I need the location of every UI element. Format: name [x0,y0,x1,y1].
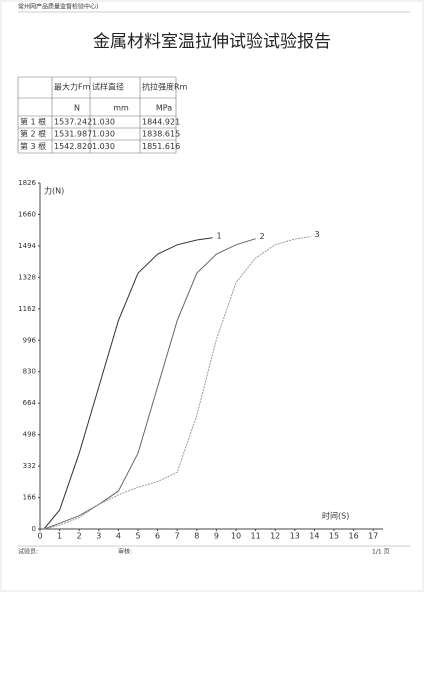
y-tick-label: 1826 [18,179,36,187]
y-tick-label: 1660 [18,210,36,218]
column-unit: mm [113,104,129,113]
y-tick-label: 1328 [18,273,36,281]
table-cell: 1851.616 [142,142,180,151]
x-tick-label: 4 [116,532,121,541]
column-unit: N [74,104,80,113]
table-cell: 1838.615 [142,130,180,139]
tester: 试验员: [18,548,38,556]
sheet [0,0,424,592]
x-tick-label: 12 [270,532,280,541]
chart: 力(N)时间(S)0166332498664830996116213281494… [18,179,383,541]
y-tick-label: 996 [23,336,37,344]
page-number: 1/1 页 [372,549,390,556]
x-tick-label: 0 [37,532,42,541]
y-tick-label: 664 [23,399,37,407]
x-tick-label: 5 [135,532,140,541]
title: 金属材料室温拉伸试验试验报告 [93,32,331,52]
table-cell: 第 2 根 [20,129,46,139]
y-tick-label: 830 [23,368,36,376]
x-tick-label: 17 [368,532,378,541]
column-header: 抗拉强度Rm [142,82,188,92]
x-tick-label: 10 [231,532,241,541]
curve [43,237,213,530]
reviewer: 审核: [118,548,132,556]
table-cell: 第 3 根 [20,141,46,151]
table-cell: 1.030 [92,118,115,127]
y-tick-label: 1162 [18,305,36,313]
curve-label: 1 [216,231,221,240]
x-tick-label: 13 [290,532,300,541]
x-tick-label: 7 [175,532,180,541]
x-tick-label: 6 [155,532,160,541]
y-axis-label: 力(N) [44,186,64,196]
y-tick-label: 166 [23,494,37,502]
table-cell: 1537.242 [54,118,92,127]
x-tick-label: 11 [251,532,261,541]
curve [43,236,311,530]
y-tick-label: 332 [23,462,36,470]
column-unit: MPa [156,104,172,113]
table-cell: 1542.820 [54,142,92,151]
table-cell: 第 1 根 [20,117,46,127]
x-tick-label: 14 [309,532,319,541]
column-header: 试样直径 [92,82,124,92]
table-cell: 1531.987 [54,130,92,139]
table-cell: 1.030 [92,142,115,151]
x-tick-label: 8 [194,532,199,541]
y-tick-label: 498 [23,431,36,439]
y-tick-label: 0 [32,525,36,533]
curve-label: 2 [260,232,265,241]
table-cell: 1844.921 [142,118,180,127]
x-tick-label: 3 [96,532,101,541]
x-axis-label: 时间(S) [322,511,349,521]
column-header: 最大力Fm [54,82,91,92]
x-tick-label: 15 [329,532,339,541]
x-tick-label: 1 [57,532,62,541]
x-tick-label: 9 [214,532,219,541]
x-tick-label: 2 [77,532,82,541]
x-tick-label: 16 [349,532,359,541]
org: 常州网产品质量监督检验中心) [18,3,98,11]
table-cell: 1.030 [92,130,115,139]
curve [43,238,256,530]
y-tick-label: 1494 [18,242,36,250]
curve-label: 3 [314,230,319,239]
